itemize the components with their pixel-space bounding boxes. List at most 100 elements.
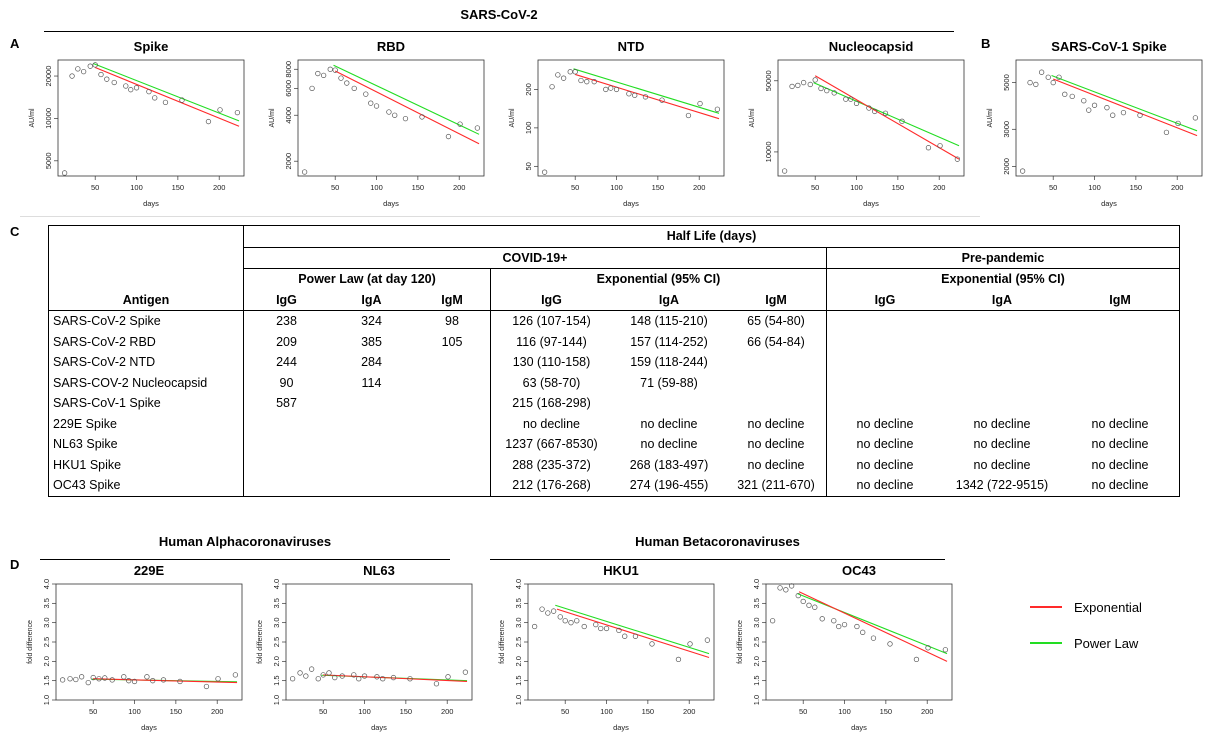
half-life-cell: 268 (183-497) — [629, 457, 709, 472]
half-life-cell: no decline — [1061, 454, 1180, 475]
group-covid: COVID-19+ — [243, 246, 827, 269]
y-tick-label: 1.5 — [514, 675, 523, 685]
data-point — [622, 633, 628, 639]
data-point — [704, 637, 711, 643]
data-point — [332, 674, 338, 681]
data-point — [75, 66, 81, 72]
data-point — [326, 670, 332, 676]
x-tick-label: 150 — [170, 707, 183, 716]
alpha-section-rule — [40, 559, 450, 560]
data-point — [1137, 112, 1143, 118]
data-point — [818, 85, 824, 92]
beta-section-title: Human Betacoronaviruses — [635, 534, 800, 549]
half-life-cell — [943, 373, 1061, 394]
half-life-cell: no decline — [1061, 413, 1180, 434]
data-point — [1086, 107, 1092, 113]
x-tick-label: 100 — [600, 707, 613, 716]
data-point — [363, 91, 369, 97]
data-point — [572, 69, 578, 75]
data-point — [80, 68, 87, 75]
half-life-cell: 114 — [361, 375, 382, 390]
data-point — [603, 625, 610, 632]
y-tick-label: 2.5 — [514, 637, 523, 647]
data-point — [327, 66, 333, 72]
y-tick-label: 1.0 — [42, 695, 51, 705]
data-point — [361, 673, 368, 679]
x-tick-label: 150 — [172, 183, 185, 192]
y-tick-label: 2000 — [1002, 158, 1011, 175]
data-point — [795, 82, 801, 89]
data-point — [126, 678, 132, 684]
chart-title: NL63 — [363, 563, 395, 578]
data-point — [96, 676, 102, 682]
half-life-cell: 90 — [243, 372, 329, 393]
data-point — [373, 103, 380, 109]
half-life-cell: 385 — [361, 334, 382, 349]
y-tick-label: 4.0 — [42, 579, 51, 589]
half-life-cell: no decline — [747, 416, 805, 431]
exponential-fit-line — [1052, 78, 1198, 137]
data-point — [320, 672, 326, 678]
half-life-cell: no decline — [973, 437, 1031, 452]
half-life-cell: 157 (114-252) — [630, 334, 708, 349]
data-point — [783, 587, 789, 593]
half-life-cell — [943, 393, 1061, 414]
chart-spike: Spike 50 100 150 200 days 5000 10000 20000 AU/ml — [20, 38, 250, 216]
antigen-cell: SARS-CoV-2 Spike — [48, 310, 244, 332]
antigen-cell: SARS-CoV-1 Spike — [48, 393, 244, 414]
data-point — [445, 674, 451, 680]
half-life-cell: 284 — [361, 355, 382, 370]
antigen-cell: HKU1 Spike — [48, 454, 244, 475]
exponential-fit-line — [93, 678, 238, 684]
row-divider — [20, 216, 980, 217]
data-point — [581, 623, 587, 630]
half-life-cell — [414, 475, 491, 497]
col-header: IgM — [414, 289, 491, 311]
half-life-cell — [726, 393, 827, 414]
half-life-cell: no decline — [826, 475, 943, 497]
data-point — [69, 73, 75, 79]
data-point — [781, 168, 788, 174]
y-axis-label: fold difference — [257, 620, 264, 664]
y-tick-label: 8000 — [284, 61, 293, 78]
data-point — [1104, 105, 1110, 111]
antigen-cell: SARS-CoV-2 RBD — [48, 331, 244, 352]
chart-svg: NL63 50 100 150 200 days 1.0 1.5 2.0 2.5 3.0 3.5 4.0… — [257, 563, 473, 732]
data-point — [1027, 79, 1033, 86]
half-life-cell: 215 (168-298) — [490, 393, 612, 414]
x-axis-label: days — [371, 723, 387, 732]
data-point — [824, 87, 830, 94]
y-tick-label: 3.0 — [42, 617, 51, 627]
data-point — [942, 647, 949, 653]
data-point — [289, 676, 296, 682]
panel-letter-b: B — [981, 36, 991, 51]
x-axis-label: days — [141, 723, 157, 732]
data-point — [848, 96, 854, 102]
data-point — [61, 170, 68, 176]
data-point — [882, 110, 889, 116]
x-axis-label: days — [851, 723, 867, 732]
data-point — [121, 674, 127, 680]
plot-frame — [1015, 59, 1203, 177]
plot-frame — [285, 583, 473, 701]
half-life-cell — [329, 434, 414, 455]
y-tick-label: 3.5 — [752, 598, 761, 608]
subheader-powerlaw: Power Law (at day 120) — [243, 268, 491, 290]
half-life-cell: 244 — [243, 352, 329, 373]
half-life-cell — [414, 455, 491, 476]
data-point — [1062, 91, 1068, 97]
data-point — [205, 118, 212, 125]
chart-title: Nucleocapsid — [829, 39, 914, 54]
half-life-cell — [826, 393, 943, 414]
x-tick-label: 200 — [693, 183, 706, 192]
data-point — [356, 676, 362, 682]
x-axis-label: days — [383, 199, 399, 208]
legend-label-exponential: Exponential — [1074, 599, 1142, 615]
data-point — [73, 676, 79, 683]
data-point — [146, 88, 152, 95]
x-tick-label: 50 — [811, 183, 819, 192]
data-point — [560, 75, 567, 81]
data-point — [297, 670, 303, 676]
half-life-cell — [414, 373, 491, 394]
x-tick-label: 150 — [880, 707, 893, 716]
